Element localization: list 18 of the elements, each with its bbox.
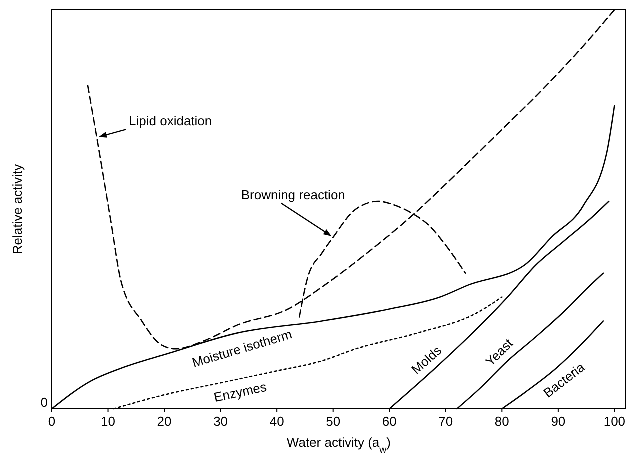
text: Lipid oxidation	[129, 114, 212, 129]
x-tick-label: 20	[157, 414, 172, 429]
x-tick-label: 100	[604, 414, 626, 429]
y-axis-title: Relative activity	[10, 164, 25, 255]
annotation: 0	[40, 395, 48, 410]
x-tick-label: 10	[101, 414, 116, 429]
text: Moisture isotherm	[190, 326, 294, 370]
x-tick-label: 70	[438, 414, 454, 429]
series-label: Browning reaction	[241, 187, 346, 202]
x-tick-label: 50	[326, 414, 341, 429]
x-axis-title: Water activity (a$_{w}$)	[286, 435, 392, 456]
x-tick-label: 0	[48, 414, 56, 429]
x-tick-label: 30	[214, 414, 228, 429]
x-tick-label: 90	[551, 414, 566, 429]
x-tick-label: 40	[270, 414, 284, 429]
x-tick-label: 60	[382, 414, 397, 429]
text: Enzymes	[212, 379, 269, 406]
x-tick-label: 80	[494, 414, 510, 429]
